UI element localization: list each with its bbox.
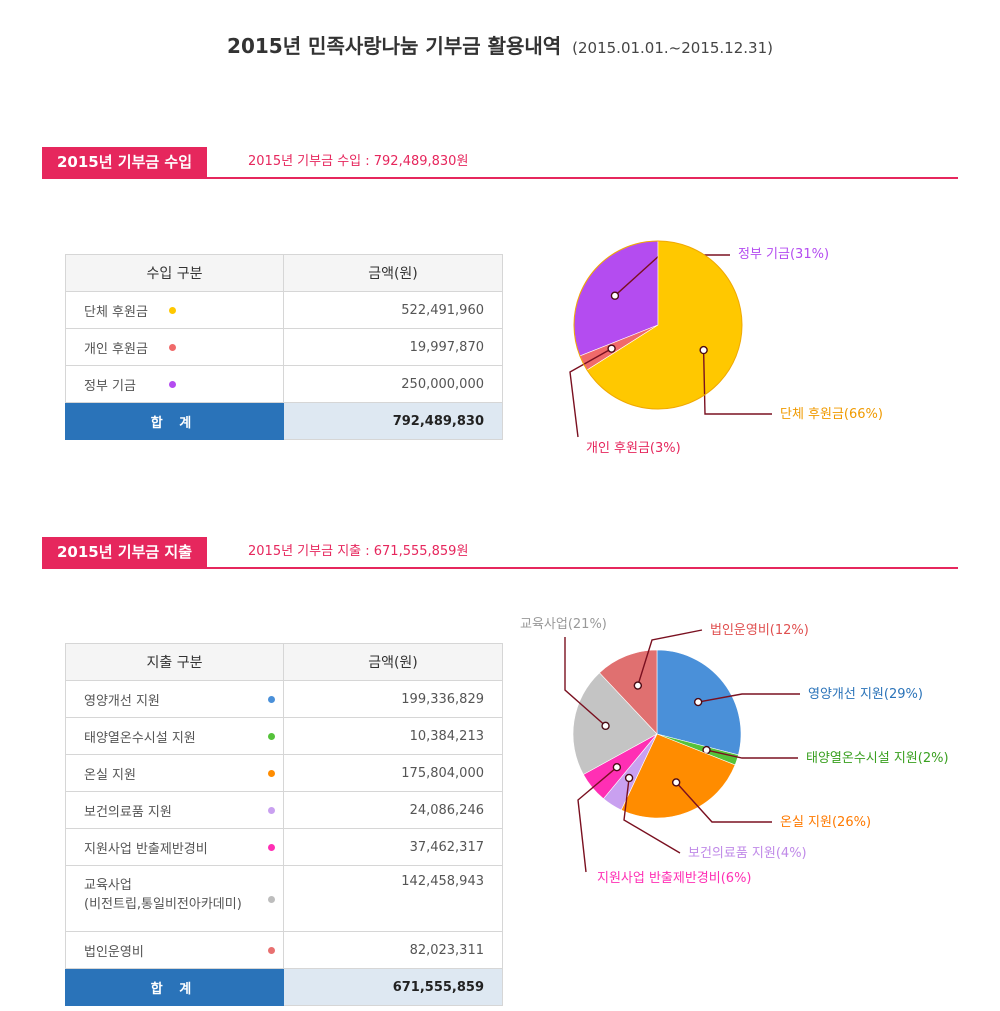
table-row: 개인 후원금 19,997,870 xyxy=(65,328,503,366)
leader-dot xyxy=(671,778,681,787)
row-amount: 10,384,213 xyxy=(283,717,503,755)
leader-dot xyxy=(607,344,616,353)
leader-dot xyxy=(624,773,634,783)
slice-label: 단체 후원금(66%) xyxy=(780,407,883,422)
total-label: 합 계 xyxy=(65,402,284,440)
table-header-row: 수입 구분 금액(원) xyxy=(65,254,503,292)
slice-label: 개인 후원금(3%) xyxy=(586,441,681,456)
page-title: 2015년 민족사랑나눔 기부금 활용내역 (2015.01.01.~2015.… xyxy=(0,30,1000,59)
expense-table: 지출 구분 금액(원) 영양개선 지원 199,336,829 태양열온수시설 … xyxy=(65,643,503,1006)
total-row: 합 계 792,489,830 xyxy=(65,402,503,440)
income-table: 수입 구분 금액(원) 단체 후원금 522,491,960 개인 후원금 19… xyxy=(65,254,503,440)
row-label-sub: (비전트립,통일비전아카데미) xyxy=(84,897,242,912)
slice-label: 정부 기금(31%) xyxy=(738,247,829,262)
expense-tag: 2015년 기부금 지출 xyxy=(42,537,207,567)
total-amount: 792,489,830 xyxy=(283,402,503,440)
row-amount: 82,023,311 xyxy=(283,931,503,969)
row-label: 보건의료품 지원 xyxy=(84,804,172,820)
legend-dot xyxy=(268,947,275,954)
table-row: 태양열온수시설 지원 10,384,213 xyxy=(65,717,503,755)
row-amount: 142,458,943 xyxy=(283,865,503,932)
period-text: (2015.01.01.~2015.12.31) xyxy=(572,39,773,57)
column-header-amount: 금액(원) xyxy=(283,643,503,681)
slice-label: 보건의료품 지원(4%) xyxy=(688,846,807,861)
leader-dot xyxy=(601,721,610,731)
leader-dot xyxy=(693,697,703,707)
leader-line xyxy=(706,749,798,759)
title-text: 2015년 민족사랑나눔 기부금 활용내역 xyxy=(227,34,562,58)
legend-dot xyxy=(169,381,176,388)
table-row: 교육사업 (비전트립,통일비전아카데미) 142,458,943 xyxy=(65,865,503,932)
column-header-category: 수입 구분 xyxy=(65,254,284,292)
leader-line xyxy=(698,693,800,703)
leader-line xyxy=(569,347,612,438)
table-row: 영양개선 지원 199,336,829 xyxy=(65,680,503,718)
expense-section-header: 2015년 기부금 지출 2015년 기부금 지출 : 671,555,859원 xyxy=(42,537,958,569)
leader-dot xyxy=(633,681,643,690)
row-label: 정부 기금 xyxy=(84,378,136,394)
slice-label: 영양개선 지원(29%) xyxy=(808,687,923,702)
row-amount: 199,336,829 xyxy=(283,680,503,718)
legend-dot xyxy=(169,344,176,351)
leader-line xyxy=(623,777,681,854)
pie-slice xyxy=(572,672,658,775)
leader-line xyxy=(675,781,772,823)
row-amount: 522,491,960 xyxy=(283,291,503,329)
expense-summary: 2015년 기부금 지출 : 671,555,859원 xyxy=(248,544,469,559)
income-tag: 2015년 기부금 수입 xyxy=(42,147,207,177)
row-label: 단체 후원금 xyxy=(84,304,148,320)
slice-label: 태양열온수시설 지원(2%) xyxy=(806,751,949,766)
income-summary: 2015년 기부금 수입 : 792,489,830원 xyxy=(248,154,469,169)
column-header-amount: 금액(원) xyxy=(283,254,503,292)
slice-label: 법인운영비(12%) xyxy=(710,623,809,638)
income-section-header: 2015년 기부금 수입 2015년 기부금 수입 : 792,489,830원 xyxy=(42,147,958,179)
pie-slice xyxy=(620,733,736,819)
row-label: 교육사업 xyxy=(84,878,132,893)
row-amount: 19,997,870 xyxy=(283,328,503,366)
leader-dot xyxy=(612,762,622,772)
row-label: 영양개선 지원 xyxy=(84,693,160,709)
row-label: 개인 후원금 xyxy=(84,341,148,357)
row-label: 태양열온수시설 지원 xyxy=(84,730,196,746)
leader-dot xyxy=(610,291,620,300)
slice-label: 지원사업 반출제반경비(6%) xyxy=(597,871,752,886)
legend-dot xyxy=(268,733,275,740)
legend-dot xyxy=(268,896,275,903)
legend-dot xyxy=(169,307,176,314)
leader-dot xyxy=(699,345,708,355)
legend-dot xyxy=(268,807,275,814)
pie-outline xyxy=(573,240,743,410)
legend-dot xyxy=(268,844,275,851)
row-label: 지원사업 반출제반경비 xyxy=(84,841,208,857)
table-row: 보건의료품 지원 24,086,246 xyxy=(65,791,503,829)
leader-line xyxy=(577,766,618,873)
legend-dot xyxy=(268,770,275,777)
row-label: 법인운영비 xyxy=(84,944,144,960)
slice-label: 온실 지원(26%) xyxy=(780,815,871,830)
table-row: 정부 기금 250,000,000 xyxy=(65,365,503,403)
expense-pie-chart: 영양개선 지원(29%) 태양열온수시설 지원(2%) 온실 지원(26%) 보건의료… xyxy=(520,617,949,886)
row-label: 온실 지원 xyxy=(84,767,136,783)
legend-dot xyxy=(268,696,275,703)
slice-label: 교육사업(21%) xyxy=(520,617,607,632)
table-row: 지원사업 반출제반경비 37,462,317 xyxy=(65,828,503,866)
total-row: 합 계 671,555,859 xyxy=(65,968,503,1006)
leader-line xyxy=(564,637,607,727)
total-amount: 671,555,859 xyxy=(283,968,503,1006)
leader-line xyxy=(702,350,772,415)
income-pie-chart: 정부 기금(31%) 개인 후원금(3%) 단체 후원금(66%) xyxy=(569,240,883,456)
leader-line xyxy=(637,629,703,686)
total-label: 합 계 xyxy=(65,968,284,1006)
